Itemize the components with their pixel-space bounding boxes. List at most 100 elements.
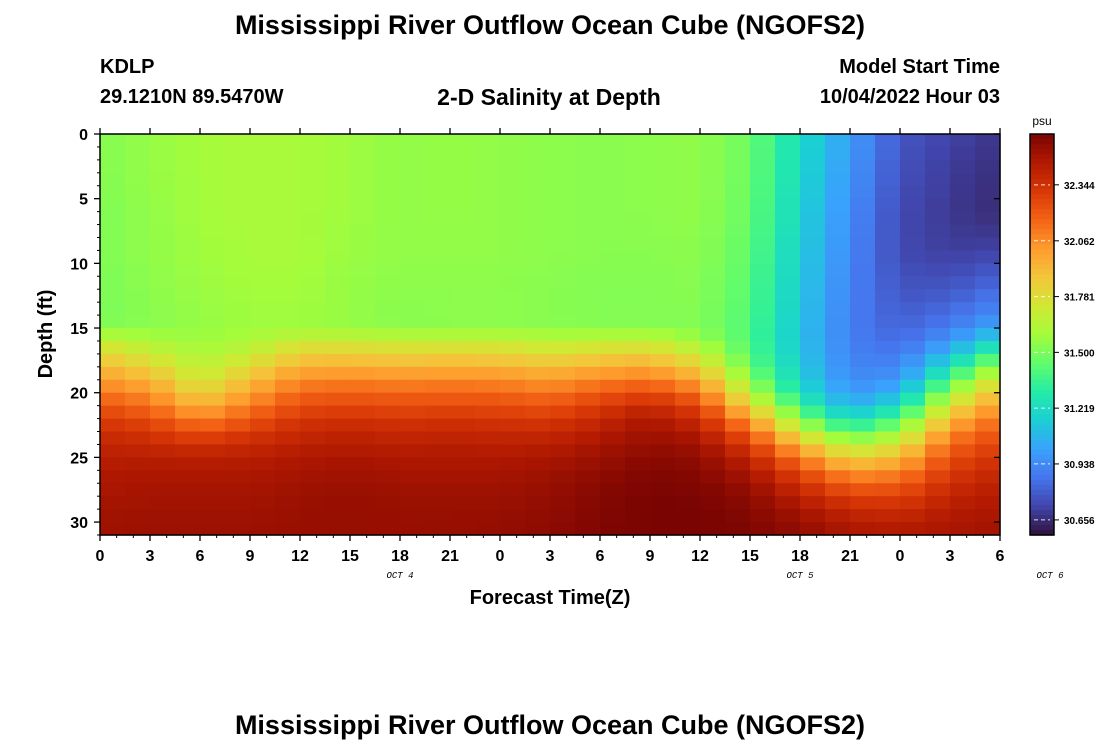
heatmap-cell	[450, 366, 476, 381]
heatmap-cell	[250, 392, 276, 407]
heatmap-cell	[475, 496, 501, 510]
heatmap-cell	[925, 289, 951, 303]
colorbar-segment	[1030, 134, 1054, 140]
heatmap-cell	[350, 250, 376, 264]
heatmap-cell	[525, 315, 551, 329]
heatmap-cell	[850, 134, 876, 148]
heatmap-cell	[450, 172, 476, 187]
heatmap-cell	[125, 366, 151, 381]
heatmap-cell	[175, 328, 201, 342]
colorbar-segment	[1030, 354, 1054, 361]
heatmap-cell	[650, 444, 676, 458]
heatmap-cell	[850, 522, 876, 536]
heatmap-cell	[175, 276, 201, 290]
heatmap-cell	[425, 392, 451, 407]
heatmap-cell	[400, 392, 426, 407]
heatmap-cell	[200, 237, 226, 252]
heatmap-cell	[250, 211, 276, 226]
heatmap-cell	[875, 405, 901, 420]
heatmap-cell	[800, 431, 826, 446]
colorbar-segment	[1030, 219, 1054, 225]
heatmap-cell	[850, 328, 876, 342]
heatmap-cell	[675, 353, 701, 368]
heatmap-cell	[800, 522, 826, 536]
heatmap-cell	[225, 418, 251, 433]
heatmap-cell	[500, 146, 526, 161]
heatmap-cell	[100, 250, 126, 264]
heatmap-cell	[425, 315, 451, 329]
heatmap-cell	[900, 457, 926, 471]
heatmap-cell	[825, 509, 851, 523]
heatmap-cell	[975, 159, 1001, 174]
heatmap-cell	[450, 328, 476, 342]
heatmap-cell	[425, 146, 451, 161]
colorbar-segment	[1030, 519, 1054, 526]
heatmap-cell	[750, 224, 776, 239]
heatmap-cell	[100, 328, 126, 342]
heatmap-cell	[925, 302, 951, 316]
heatmap-cell	[175, 237, 201, 252]
heatmap-cell	[425, 263, 451, 277]
colorbar-segment	[1030, 399, 1054, 406]
heatmap-cell	[625, 496, 651, 510]
heatmap-cell	[525, 302, 551, 316]
heatmap-cell	[575, 276, 601, 290]
heatmap-cell	[250, 172, 276, 187]
heatmap-cell	[950, 522, 976, 536]
heatmap-cell	[200, 198, 226, 213]
heatmap-cell	[275, 444, 301, 458]
colorbar-segment	[1030, 514, 1054, 521]
heatmap-cell	[925, 276, 951, 290]
colorbar-segment	[1030, 379, 1054, 386]
heatmap-cell	[925, 185, 951, 200]
heatmap-cell	[700, 509, 726, 523]
heatmap-cell	[750, 134, 776, 148]
y-tick-label: 20	[70, 386, 88, 403]
heatmap-cell	[425, 496, 451, 510]
heatmap-cell	[750, 509, 776, 523]
heatmap-cell	[650, 146, 676, 161]
heatmap-cell	[775, 315, 801, 329]
heatmap-cell	[725, 470, 751, 484]
heatmap-cell	[975, 366, 1001, 381]
heatmap-cell	[600, 328, 626, 342]
heatmap-cell	[200, 418, 226, 433]
heatmap-cell	[525, 496, 551, 510]
heatmap-cell	[725, 224, 751, 239]
heatmap-cell	[425, 289, 451, 303]
heatmap-cell	[625, 172, 651, 187]
heatmap-cell	[600, 263, 626, 277]
heatmap-cell	[500, 509, 526, 523]
heatmap-cell	[600, 172, 626, 187]
heatmap-cells	[100, 134, 1001, 536]
colorbar-segment	[1030, 484, 1054, 491]
heatmap-cell	[225, 379, 251, 394]
heatmap-cell	[125, 353, 151, 368]
heatmap-cell	[300, 263, 326, 277]
heatmap-cell	[950, 353, 976, 368]
heatmap-cell	[700, 418, 726, 433]
heatmap-cell	[125, 224, 151, 239]
heatmap-cell	[150, 353, 176, 368]
heatmap-cell	[375, 237, 401, 252]
heatmap-cell	[200, 211, 226, 226]
heatmap-cell	[950, 431, 976, 446]
heatmap-cell	[675, 159, 701, 174]
y-tick-label: 10	[70, 256, 88, 273]
colorbar-segment	[1030, 214, 1054, 220]
heatmap-cell	[700, 172, 726, 187]
heatmap-cell	[475, 315, 501, 329]
date-label: OCT 6	[1036, 571, 1064, 581]
heatmap-cell	[425, 250, 451, 264]
heatmap-cell	[800, 315, 826, 329]
heatmap-cell	[100, 172, 126, 187]
heatmap-cell	[500, 185, 526, 200]
heatmap-cell	[200, 315, 226, 329]
heatmap-cell	[625, 159, 651, 174]
heatmap-cell	[875, 224, 901, 239]
heatmap-cell	[325, 134, 351, 148]
colorbar-segment	[1030, 229, 1054, 235]
heatmap-cell	[100, 237, 126, 252]
heatmap-cell	[950, 328, 976, 342]
